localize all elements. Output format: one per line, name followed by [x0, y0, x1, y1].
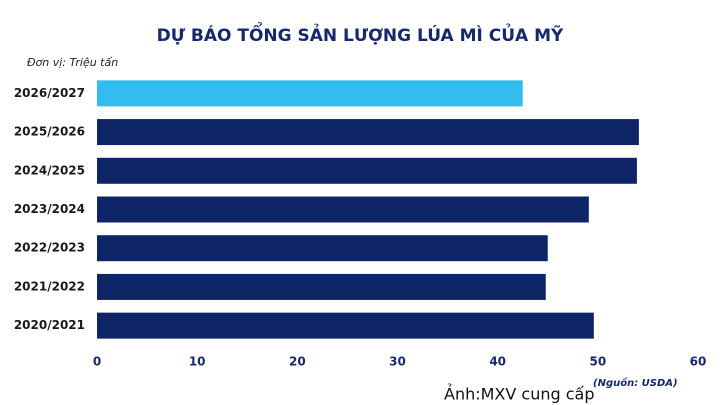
y-tick-label: 2021/2022: [14, 279, 85, 293]
bar: [97, 119, 639, 146]
bar: [97, 157, 637, 184]
x-tick-label: 60: [690, 355, 707, 369]
y-tick-label: 2023/2024: [14, 202, 85, 216]
y-tick-label: 2022/2023: [14, 241, 85, 255]
unit-label: Đơn vị: Triệu tấn: [27, 56, 118, 69]
credit: Ảnh:MXV cung cấp: [444, 384, 595, 404]
y-tick-label: 2020/2021: [14, 318, 85, 332]
x-tick-label: 50: [589, 355, 606, 369]
x-tick-label: 0: [93, 355, 101, 369]
bar: [97, 312, 594, 339]
bar: [97, 80, 523, 107]
bar: [97, 273, 546, 300]
source: (Nguồn: USDA): [593, 376, 678, 389]
y-tick-label: 2026/2027: [14, 86, 85, 100]
x-tick-label: 10: [189, 355, 206, 369]
x-tick-label: 30: [389, 355, 406, 369]
x-tick-label: 40: [489, 355, 506, 369]
x-tick-label: 20: [289, 355, 306, 369]
y-tick-label: 2024/2025: [14, 163, 85, 177]
bar: [97, 196, 589, 223]
y-tick-label: 2025/2026: [14, 125, 85, 139]
bar: [97, 235, 548, 262]
chart-title: DỰ BÁO TỔNG SẢN LƯỢNG LÚA MÌ CỦA MỸ: [157, 21, 564, 46]
